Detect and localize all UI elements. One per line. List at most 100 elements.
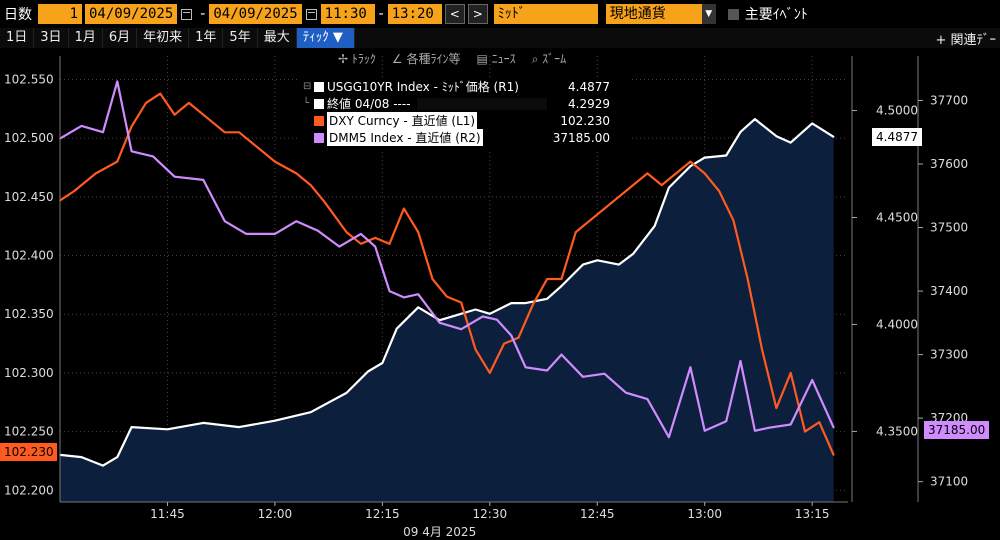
range-button-6m[interactable]: 6月 — [103, 28, 138, 48]
track-tool-button[interactable]: ✢ ﾄﾗｯｸ — [338, 52, 376, 66]
end-time-input[interactable]: 13:20 — [387, 4, 442, 24]
data-point — [603, 372, 606, 375]
start-date-input[interactable]: 04/09/2025 — [85, 4, 178, 24]
data-point — [274, 419, 276, 422]
data-point — [374, 245, 377, 248]
data-point — [388, 242, 391, 245]
data-point — [617, 263, 620, 266]
range-button-ytd[interactable]: 年初来 — [137, 28, 190, 48]
data-point — [238, 426, 240, 428]
y-tick-label-r2: 37100 — [930, 475, 968, 489]
events-checkbox[interactable] — [727, 8, 739, 20]
calendar-icon[interactable] — [305, 8, 317, 20]
price-field-select[interactable]: ﾐｯﾄﾞ — [493, 4, 598, 24]
lines-tool-button[interactable]: ∠ 各種ﾗｲﾝ等 — [391, 52, 461, 66]
data-point — [754, 118, 756, 120]
legend-row-dmm5[interactable]: DMM5 Index - 直近値 (R2) 37185.00 — [300, 129, 630, 146]
data-point — [80, 125, 83, 127]
end-date-input[interactable]: 04/09/2025 — [209, 4, 302, 24]
data-point — [73, 190, 76, 192]
legend-row-ust10y[interactable]: ⊟ USGG10YR Index - ﾐｯﾄﾞ価格 (R1) 4.4877 — [300, 78, 630, 95]
related-data-button[interactable]: + 関連ﾃﾞｰ — [935, 32, 996, 48]
range-button-max[interactable]: 最大 — [258, 28, 297, 48]
data-point — [739, 360, 742, 362]
range-button-1y[interactable]: 1年 — [189, 28, 224, 48]
data-point — [489, 312, 491, 315]
data-point — [188, 102, 190, 104]
prev-button[interactable]: < — [444, 4, 465, 24]
data-point — [431, 278, 434, 280]
news-tool-button[interactable]: ▤ ﾆｭｰｽ — [476, 52, 516, 66]
data-point — [388, 290, 391, 292]
range-button-5y[interactable]: 5年 — [223, 28, 258, 48]
data-point — [754, 430, 756, 432]
data-point — [668, 186, 670, 189]
range-button-1d[interactable]: 1日 — [0, 28, 35, 48]
data-point — [130, 150, 133, 153]
data-point — [646, 398, 649, 400]
y-tick-label-r2: 37700 — [930, 93, 968, 107]
zoom-tool-button[interactable]: ⌕ ｽﾞｰﾑ — [531, 52, 567, 66]
data-point — [324, 201, 326, 204]
data-point — [532, 304, 534, 306]
data-point — [775, 135, 778, 138]
data-point — [789, 141, 792, 144]
period-value-input[interactable]: 1 — [38, 4, 82, 24]
data-point — [789, 423, 792, 426]
data-point — [560, 353, 563, 356]
data-point — [546, 278, 548, 280]
legend-swatch — [314, 98, 324, 109]
y-tick-label-left: 102.550 — [4, 72, 54, 86]
y-tick-label-left: 102.250 — [4, 425, 54, 439]
next-button[interactable]: > — [467, 4, 488, 24]
legend-swatch — [314, 115, 324, 126]
series-area-0 — [60, 119, 834, 502]
data-point — [295, 220, 298, 222]
data-point — [703, 156, 706, 159]
legend: ⊟ USGG10YR Index - ﾐｯﾄﾞ価格 (R1) 4.4877 └ … — [300, 78, 630, 151]
data-point — [768, 426, 770, 429]
tree-branch-icon: └ — [303, 98, 310, 109]
data-point — [646, 172, 649, 175]
x-date-label: 09 4月 2025 — [403, 525, 476, 539]
data-point — [102, 131, 104, 134]
data-point — [446, 295, 448, 298]
data-point — [345, 392, 348, 394]
data-point — [116, 456, 119, 458]
data-point — [460, 328, 462, 330]
data-point — [116, 160, 119, 163]
start-time-input[interactable]: 11:30 — [320, 4, 375, 24]
data-point — [173, 113, 176, 116]
data-point — [417, 306, 419, 309]
data-point — [603, 207, 606, 210]
calendar-icon[interactable] — [181, 8, 193, 20]
data-point — [832, 136, 835, 138]
data-point — [166, 428, 169, 431]
y-tick-label-r2: 37400 — [930, 284, 968, 298]
range-button-3d[interactable]: 3日 — [34, 28, 69, 48]
tree-expand-icon[interactable]: ⊟ — [303, 81, 312, 92]
x-tick-label: 12:15 — [365, 507, 400, 521]
range-button-tick[interactable]: ﾃｨｯｸ ▼ — [296, 28, 355, 48]
range-button-1m[interactable]: 1月 — [69, 28, 103, 48]
data-point — [159, 92, 162, 95]
currency-select[interactable]: 現地通貨 — [605, 4, 702, 24]
legend-row-prev-close[interactable]: └ 終値 04/08 ---- 4.2929 — [300, 95, 630, 112]
data-point — [238, 131, 240, 134]
data-point — [725, 420, 728, 423]
ust-last-value-tag: 4.4877 — [872, 128, 922, 146]
data-point — [732, 219, 735, 222]
legend-row-dxy[interactable]: DXY Curncy - 直近値 (L1) 102.230 — [300, 112, 630, 129]
data-point — [360, 242, 362, 245]
data-point — [317, 229, 319, 232]
dmm-last-value-tag: 37185.00 — [924, 421, 990, 439]
events-label: 主要ｲﾍﾞﾝﾄ — [744, 7, 808, 23]
data-point — [274, 233, 276, 235]
data-point — [202, 113, 205, 116]
y-tick-label-r2: 37600 — [930, 157, 968, 171]
data-point — [374, 237, 377, 239]
legend-value: 37185.00 — [552, 130, 610, 145]
data-point — [489, 372, 491, 374]
data-point — [403, 207, 405, 210]
chevron-down-icon[interactable]: ▼ — [701, 4, 716, 24]
